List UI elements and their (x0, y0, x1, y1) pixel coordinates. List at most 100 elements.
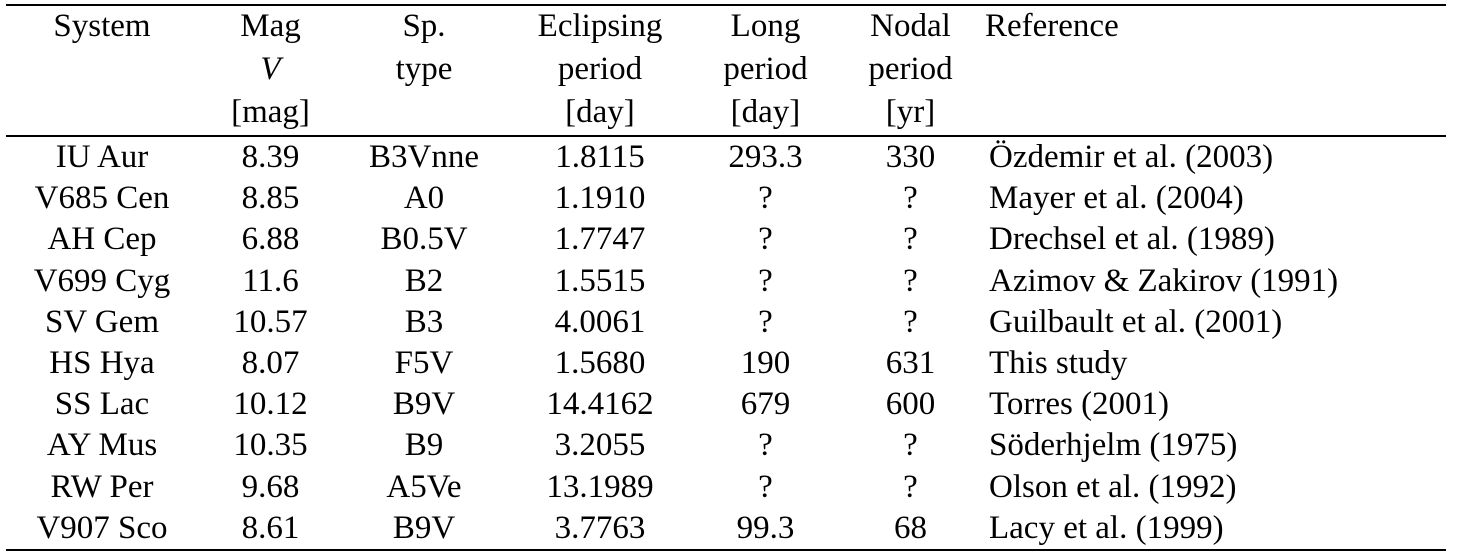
header-system-line2 (6, 49, 198, 92)
table-row: SV Gem 10.57 B3 4.0061 ? ? Guilbault et … (6, 302, 1446, 343)
cell-nodal-period: 631 (885, 345, 936, 382)
table-row: V907 Sco 8.61 B9V 3.7763 99.3 68 Lacy et… (6, 507, 1446, 551)
cell-mag: 8.61 (198, 507, 343, 551)
cell-long-period: ? (758, 180, 773, 217)
header-system-line3 (6, 92, 198, 135)
header-long-line1: Long (730, 8, 801, 44)
table-row: SS Lac 10.12 B9V 14.4162 679 600 Torres … (6, 384, 1446, 425)
cell-eclipsing-period: 4.0061 (554, 303, 646, 340)
cell-eclipsing-period: 13.1989 (546, 468, 654, 505)
cell-mag: 8.39 (241, 139, 300, 176)
cell-system: SV Gem (45, 303, 159, 340)
cell-system: V699 Cyg (33, 262, 171, 299)
header-reference: Reference (985, 4, 1446, 137)
header-nodal-period: Nodal period [yr] (836, 4, 985, 137)
cell-reference: Söderhjelm (1975) (989, 427, 1238, 464)
header-row: System Mag V [mag] Sp. type Eclipsing pe… (6, 4, 1446, 137)
cell-eclipsing-period: 1.1910 (554, 180, 646, 217)
cell-reference: Mayer et al. (2004) (989, 180, 1244, 217)
header-nodal-line2: period (868, 51, 953, 87)
header-reference-line2 (985, 49, 1446, 92)
cell-long-period: ? (758, 303, 773, 340)
header-nodal-line3: [yr] (885, 94, 936, 130)
header-mag-line3: [mag] (231, 94, 310, 130)
cell-long-period: ? (758, 468, 773, 505)
cell-eclipsing-period: 3.7763 (505, 507, 695, 551)
cell-nodal-period: ? (903, 303, 918, 340)
cell-eclipsing-period: 3.2055 (554, 427, 646, 464)
cell-sptype: F5V (394, 345, 454, 382)
cell-mag: 10.35 (233, 427, 308, 464)
cell-reference: This study (989, 345, 1128, 382)
cell-system: V685 Cen (34, 180, 170, 217)
table-row: V699 Cyg 11.6 B2 1.5515 ? ? Azimov & Zak… (6, 261, 1446, 302)
cell-reference: Drechsel et al. (1989) (989, 221, 1275, 258)
cell-sptype: B9V (343, 507, 505, 551)
cell-nodal-period: ? (903, 468, 918, 505)
cell-long-period: 679 (740, 386, 791, 423)
table-row: RW Per 9.68 A5Ve 13.1989 ? ? Olson et al… (6, 467, 1446, 508)
header-sptype-line1: Sp. (402, 8, 446, 44)
cell-sptype: B9 (404, 427, 444, 464)
cell-nodal-period: ? (903, 427, 918, 464)
cell-sptype: B0.5V (380, 221, 468, 258)
header-sptype-line2: type (395, 51, 453, 87)
cell-mag: 11.6 (242, 262, 299, 299)
cell-nodal-period: 330 (885, 139, 936, 176)
cell-sptype: B3 (404, 303, 444, 340)
header-sptype: Sp. type (343, 4, 505, 137)
cell-system: V907 Sco (6, 507, 198, 551)
cell-reference: Olson et al. (1992) (989, 468, 1237, 505)
header-long-line3: [day] (730, 94, 801, 130)
cell-mag: 9.68 (241, 468, 300, 505)
cell-long-period: ? (758, 427, 773, 464)
header-sptype-line3 (343, 92, 505, 135)
cell-nodal-period: 68 (836, 507, 985, 551)
cell-eclipsing-period: 1.5680 (554, 345, 646, 382)
cell-mag: 10.12 (233, 386, 308, 423)
header-mag-line1: Mag (240, 8, 301, 44)
cell-reference: Guilbault et al. (2001) (989, 303, 1283, 340)
cell-reference: Lacy et al. (1999) (985, 507, 1446, 551)
cell-reference: Torres (2001) (989, 386, 1170, 423)
cell-nodal-period: ? (903, 221, 918, 258)
header-system-line1: System (53, 8, 151, 44)
cell-nodal-period: ? (903, 262, 918, 299)
table-row: HS Hya 8.07 F5V 1.5680 190 631 This stud… (6, 343, 1446, 384)
header-reference-line1: Reference (985, 8, 1119, 44)
cell-long-period: 99.3 (695, 507, 836, 551)
cell-mag: 8.85 (241, 180, 300, 217)
cell-mag: 10.57 (233, 303, 308, 340)
cell-system: HS Hya (49, 345, 155, 382)
cell-system: RW Per (50, 468, 154, 505)
cell-reference: Azimov & Zakirov (1991) (989, 262, 1339, 299)
header-nodal-line1: Nodal (870, 8, 951, 44)
cell-sptype: B9V (392, 386, 456, 423)
header-long-period: Long period [day] (695, 4, 836, 137)
cell-nodal-period: ? (903, 180, 918, 217)
cell-nodal-period: 600 (885, 386, 936, 423)
cell-system: AY Mus (46, 427, 158, 464)
header-eclipsing-line2: period (557, 51, 643, 87)
table-row: IU Aur 8.39 B3Vnne 1.8115 293.3 330 Özde… (6, 136, 1446, 178)
cell-sptype: B2 (404, 262, 444, 299)
header-system: System (6, 4, 198, 137)
cell-system: IU Aur (55, 139, 149, 176)
cell-mag: 8.07 (241, 345, 300, 382)
header-eclipsing-period: Eclipsing period [day] (505, 4, 695, 137)
cell-system: AH Cep (47, 221, 157, 258)
cell-sptype: A0 (403, 180, 445, 217)
cell-reference: Özdemir et al. (2003) (989, 139, 1274, 176)
header-long-line2: period (723, 51, 808, 87)
cell-system: SS Lac (54, 386, 150, 423)
cell-long-period: ? (758, 221, 773, 258)
header-eclipsing-line3: [day] (565, 94, 635, 130)
cell-eclipsing-period: 1.5515 (554, 262, 646, 299)
cell-sptype: A5Ve (386, 468, 462, 505)
cell-long-period: ? (758, 262, 773, 299)
cell-mag: 6.88 (241, 221, 300, 258)
header-mag-line2: V (260, 51, 281, 87)
cell-sptype: B3Vnne (369, 139, 479, 176)
header-mag: Mag V [mag] (198, 4, 343, 137)
